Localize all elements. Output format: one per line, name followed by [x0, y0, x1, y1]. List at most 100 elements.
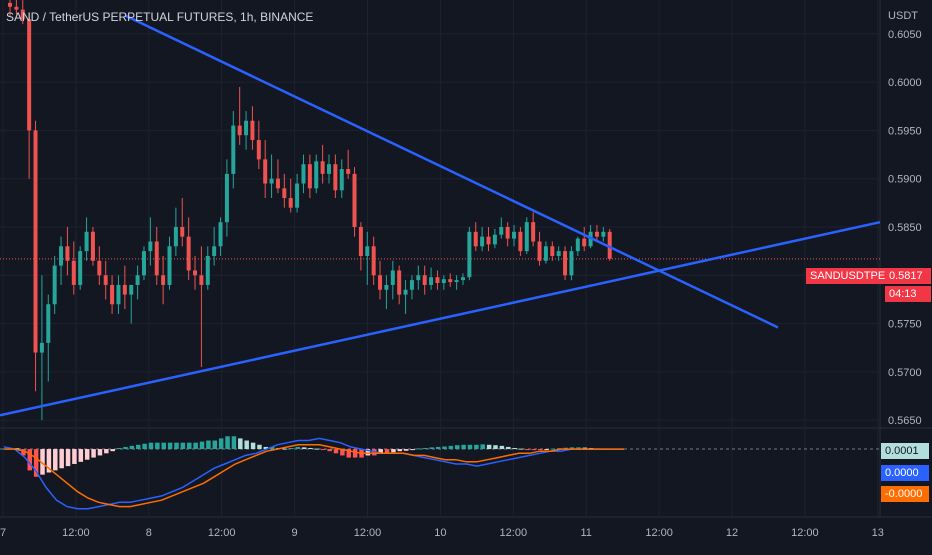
macd-indicator: [0, 436, 880, 510]
candle-body: [594, 231, 599, 237]
price-tick-label: 0.5650: [888, 415, 922, 427]
candle-body: [84, 231, 89, 252]
macd-histogram-bar: [391, 449, 396, 453]
macd-histogram-bar: [531, 449, 537, 451]
candle-body: [307, 164, 312, 189]
candle-body: [473, 231, 478, 247]
trendlines[interactable]: [0, 14, 881, 417]
macd-histogram-bar: [116, 447, 122, 450]
macd-histogram-bar: [14, 448, 20, 450]
candle-body: [390, 270, 395, 285]
macd-histogram-bar: [435, 446, 441, 450]
macd-histogram-bar: [423, 447, 428, 450]
macd-histogram-bar: [282, 448, 288, 450]
candle-body: [556, 251, 561, 256]
time-tick-label: 13: [872, 527, 884, 539]
candle-body: [327, 164, 331, 174]
candle-body: [122, 284, 127, 295]
candle-body: [141, 251, 146, 276]
candle-body: [537, 241, 542, 261]
macd-histogram-bar: [155, 442, 160, 450]
macd-histogram-bar: [442, 446, 447, 450]
candle-body: [129, 284, 134, 295]
countdown-tag: 04:13: [885, 286, 931, 302]
macd-histogram-bar: [493, 445, 498, 450]
price-tick-label: 0.5900: [888, 174, 922, 186]
candle-body: [454, 280, 459, 283]
macd-histogram-bar: [327, 449, 332, 452]
time-tick-label: 12:00: [354, 527, 382, 539]
macd-histogram-bar: [21, 449, 26, 456]
candle-body: [460, 277, 465, 281]
macd-histogram-bar: [238, 438, 243, 450]
trendline[interactable]: [0, 220, 881, 417]
macd-histogram-bar: [416, 448, 422, 450]
candle-body: [333, 164, 338, 191]
chart-title: SAND / TetherUS PERPETUAL FUTURES, 1h, B…: [6, 10, 314, 24]
candle-body: [409, 280, 414, 290]
macd-histogram-bar: [410, 449, 415, 451]
candle-body: [263, 159, 268, 184]
macd-histogram-bar: [212, 440, 218, 450]
candle-body: [448, 279, 453, 283]
candle-body: [27, 19, 32, 131]
candle-body: [314, 161, 319, 189]
candle-body: [224, 173, 229, 223]
macd-histogram-bar: [308, 447, 313, 450]
price-tick-label: 0.5700: [888, 367, 922, 379]
candle-body: [116, 284, 121, 305]
candle-body: [167, 246, 172, 285]
candle-body: [20, 9, 25, 20]
candle-body: [397, 270, 402, 295]
macd-histogram-bar: [569, 447, 575, 450]
candle-body: [371, 246, 376, 276]
macd-histogram-bar: [340, 449, 345, 456]
candle-body: [378, 275, 383, 290]
candle-body: [422, 275, 427, 285]
time-tick-label: 11: [580, 527, 591, 539]
macd-histogram-bar: [486, 444, 492, 450]
candle-body: [352, 173, 357, 227]
macd-histogram-bar: [206, 440, 211, 450]
candle-body: [90, 231, 95, 261]
candle-body: [543, 246, 548, 261]
price-tick-label: 0.5750: [888, 319, 922, 331]
macd-histogram-bar: [582, 447, 588, 450]
candle-body: [365, 246, 370, 256]
candle-body: [563, 251, 568, 276]
macd-value-tag: 0.0000: [881, 465, 929, 481]
macd-histogram-bar: [269, 446, 275, 450]
candle-body: [575, 238, 580, 252]
macd-histogram-bar: [512, 447, 517, 450]
macd-histogram-bar: [263, 446, 269, 450]
macd-histogram-bar: [104, 449, 109, 454]
macd-histogram-bar: [174, 442, 179, 450]
candle-body: [39, 342, 44, 353]
candle-body: [295, 183, 300, 208]
price-tick-label: 0.6050: [888, 29, 922, 41]
candle-body: [186, 236, 191, 271]
candle-body: [173, 226, 178, 247]
macd-histogram-bar: [180, 442, 186, 450]
macd-histogram-bar: [123, 446, 128, 450]
candle-body: [78, 251, 83, 285]
macd-histogram-bar: [397, 449, 403, 452]
macd-histogram-bar: [518, 448, 524, 450]
candle-body: [97, 260, 102, 276]
macd-histogram-bar: [231, 436, 237, 450]
candle-body: [441, 279, 446, 284]
candle-body: [193, 270, 198, 276]
macd-histogram-bar: [97, 449, 103, 456]
macd-histogram-bar: [167, 442, 173, 450]
macd-histogram-bar: [474, 444, 479, 450]
candle-body: [180, 226, 185, 237]
macd-histogram-bar: [499, 445, 505, 450]
macd-histogram-bar: [506, 446, 511, 450]
candles: [8, 0, 612, 421]
candle-body: [103, 275, 108, 285]
macd-histogram-bar: [46, 449, 52, 473]
time-tick-label: 10: [434, 527, 446, 539]
trendline[interactable]: [124, 14, 779, 329]
